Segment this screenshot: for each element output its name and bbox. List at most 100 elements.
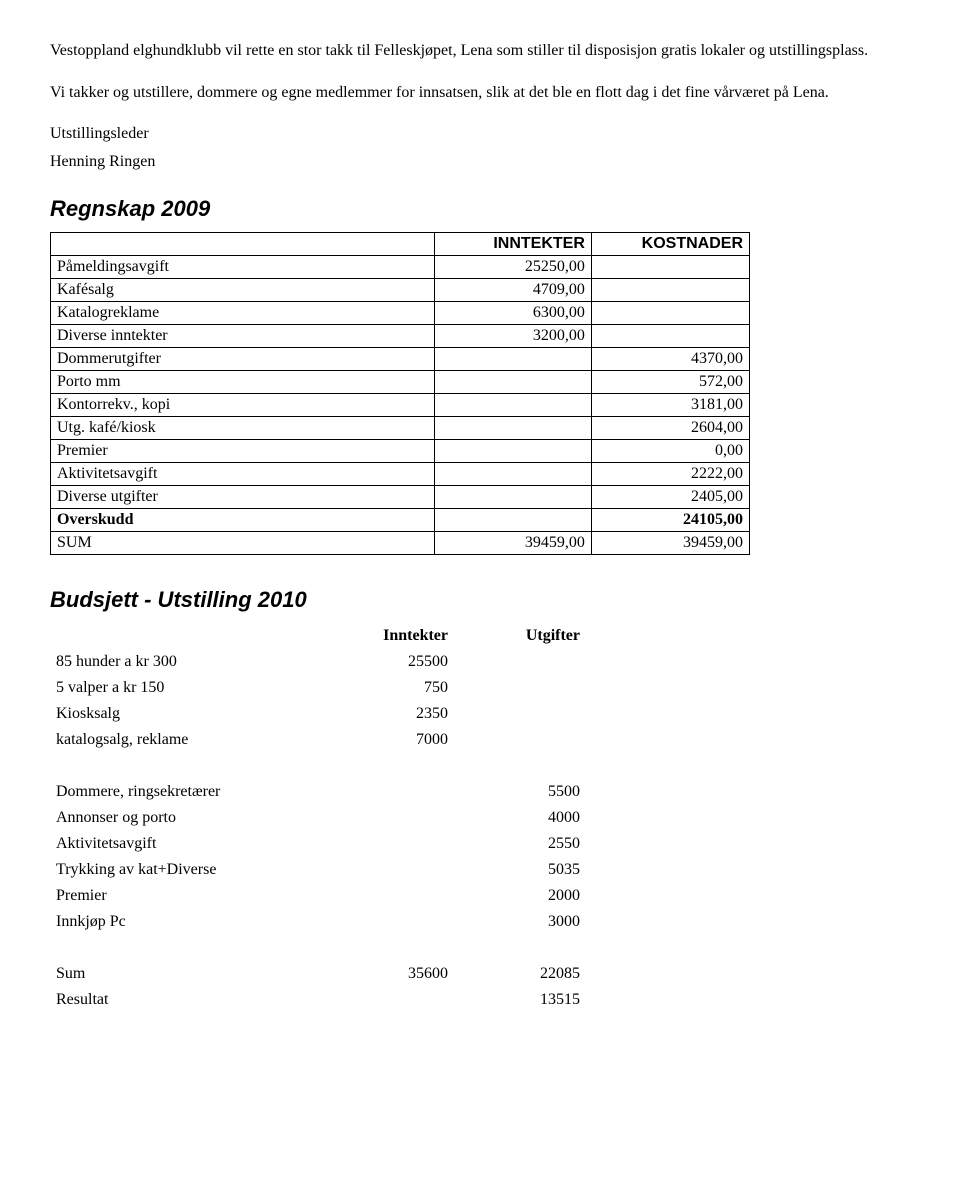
cell-label: Dommerutgifter bbox=[51, 348, 435, 371]
blank-cell bbox=[322, 987, 454, 1013]
table-row: katalogsalg, reklame 7000 bbox=[50, 727, 586, 753]
table-row: Kiosksalg 2350 bbox=[50, 701, 586, 727]
budsjett-title: Budsjett - Utstilling 2010 bbox=[50, 587, 910, 613]
table-row: Innkjøp Pc 3000 bbox=[50, 909, 586, 935]
cell-label: Resultat bbox=[50, 987, 322, 1013]
header-inntekter: Inntekter bbox=[322, 623, 454, 649]
table-row-resultat: Resultat 13515 bbox=[50, 987, 586, 1013]
blank-cell bbox=[322, 805, 454, 831]
cell-value: 750 bbox=[322, 675, 454, 701]
cell-kostnader bbox=[591, 325, 749, 348]
group-gap bbox=[50, 935, 586, 961]
header-kostnader: KOSTNADER bbox=[591, 233, 749, 256]
cell-inntekter: 35600 bbox=[322, 961, 454, 987]
header-utgifter: Utgifter bbox=[454, 623, 586, 649]
table-row-sum: SUM 39459,00 39459,00 bbox=[51, 532, 750, 555]
cell-value: 25500 bbox=[322, 649, 454, 675]
cell-kostnader bbox=[591, 279, 749, 302]
cell-label: SUM bbox=[51, 532, 435, 555]
blank-cell bbox=[454, 701, 586, 727]
cell-kostnader: 2222,00 bbox=[591, 463, 749, 486]
regnskap-table: INNTEKTER KOSTNADER Påmeldingsavgift 252… bbox=[50, 232, 750, 555]
cell-inntekter: 3200,00 bbox=[434, 325, 591, 348]
cell-label: Overskudd bbox=[51, 509, 435, 532]
table-row: Aktivitetsavgift 2222,00 bbox=[51, 463, 750, 486]
blank-cell bbox=[322, 857, 454, 883]
cell-label: Aktivitetsavgift bbox=[51, 463, 435, 486]
budsjett-table: Inntekter Utgifter 85 hunder a kr 300 25… bbox=[50, 623, 586, 1013]
cell-label: Utg. kafé/kiosk bbox=[51, 417, 435, 440]
table-row: 5 valper a kr 150 750 bbox=[50, 675, 586, 701]
table-row-overskudd: Overskudd 24105,00 bbox=[51, 509, 750, 532]
table-row: Dommere, ringsekretærer 5500 bbox=[50, 779, 586, 805]
cell-label: Sum bbox=[50, 961, 322, 987]
cell-inntekter bbox=[434, 371, 591, 394]
cell-kostnader bbox=[591, 256, 749, 279]
cell-label: Trykking av kat+Diverse bbox=[50, 857, 322, 883]
blank-cell bbox=[322, 831, 454, 857]
table-row: Annonser og porto 4000 bbox=[50, 805, 586, 831]
cell-inntekter bbox=[434, 348, 591, 371]
table-row: Katalogreklame 6300,00 bbox=[51, 302, 750, 325]
table-row: Porto mm 572,00 bbox=[51, 371, 750, 394]
cell-inntekter bbox=[434, 463, 591, 486]
cell-utgifter: 22085 bbox=[454, 961, 586, 987]
table-row: Premier 0,00 bbox=[51, 440, 750, 463]
cell-label: Kontorrekv., kopi bbox=[51, 394, 435, 417]
cell-kostnader: 0,00 bbox=[591, 440, 749, 463]
blank-cell bbox=[454, 727, 586, 753]
intro-paragraph-3: Utstillingsleder bbox=[50, 123, 910, 145]
cell-inntekter bbox=[434, 486, 591, 509]
table-row-sum: Sum 35600 22085 bbox=[50, 961, 586, 987]
cell-label: Katalogreklame bbox=[51, 302, 435, 325]
cell-value: 4000 bbox=[454, 805, 586, 831]
cell-label: Påmeldingsavgift bbox=[51, 256, 435, 279]
cell-label: Porto mm bbox=[51, 371, 435, 394]
cell-label: Kiosksalg bbox=[50, 701, 322, 727]
cell-label: Diverse utgifter bbox=[51, 486, 435, 509]
blank-cell bbox=[454, 675, 586, 701]
header-inntekter: INNTEKTER bbox=[434, 233, 591, 256]
cell-value: 2350 bbox=[322, 701, 454, 727]
blank-cell bbox=[454, 649, 586, 675]
cell-inntekter: 25250,00 bbox=[434, 256, 591, 279]
cell-value: 7000 bbox=[322, 727, 454, 753]
cell-inntekter bbox=[434, 394, 591, 417]
cell-kostnader: 3181,00 bbox=[591, 394, 749, 417]
intro-paragraph-4: Henning Ringen bbox=[50, 151, 910, 173]
cell-label: Aktivitetsavgift bbox=[50, 831, 322, 857]
table-row: Påmeldingsavgift 25250,00 bbox=[51, 256, 750, 279]
cell-kostnader: 2604,00 bbox=[591, 417, 749, 440]
cell-inntekter bbox=[434, 417, 591, 440]
cell-kostnader: 24105,00 bbox=[591, 509, 749, 532]
header-blank bbox=[51, 233, 435, 256]
budget-header-row: Inntekter Utgifter bbox=[50, 623, 586, 649]
cell-label: Kafésalg bbox=[51, 279, 435, 302]
intro-paragraph-1: Vestoppland elghundklubb vil rette en st… bbox=[50, 40, 910, 62]
table-row: Dommerutgifter 4370,00 bbox=[51, 348, 750, 371]
cell-value: 3000 bbox=[454, 909, 586, 935]
blank-cell bbox=[322, 883, 454, 909]
table-row: 85 hunder a kr 300 25500 bbox=[50, 649, 586, 675]
table-row: Diverse inntekter 3200,00 bbox=[51, 325, 750, 348]
table-row: Trykking av kat+Diverse 5035 bbox=[50, 857, 586, 883]
cell-kostnader: 39459,00 bbox=[591, 532, 749, 555]
table-row: Kontorrekv., kopi 3181,00 bbox=[51, 394, 750, 417]
cell-label: Annonser og porto bbox=[50, 805, 322, 831]
cell-inntekter bbox=[434, 509, 591, 532]
table-row: Diverse utgifter 2405,00 bbox=[51, 486, 750, 509]
cell-kostnader bbox=[591, 302, 749, 325]
table-header-row: INNTEKTER KOSTNADER bbox=[51, 233, 750, 256]
cell-value: 2000 bbox=[454, 883, 586, 909]
table-row: Kafésalg 4709,00 bbox=[51, 279, 750, 302]
blank-cell bbox=[322, 909, 454, 935]
intro-paragraph-2: Vi takker og utstillere, dommere og egne… bbox=[50, 82, 910, 104]
cell-label: Innkjøp Pc bbox=[50, 909, 322, 935]
cell-kostnader: 4370,00 bbox=[591, 348, 749, 371]
group-gap bbox=[50, 753, 586, 779]
blank-cell bbox=[50, 623, 322, 649]
cell-label: Premier bbox=[51, 440, 435, 463]
cell-label: katalogsalg, reklame bbox=[50, 727, 322, 753]
cell-inntekter: 39459,00 bbox=[434, 532, 591, 555]
cell-kostnader: 2405,00 bbox=[591, 486, 749, 509]
